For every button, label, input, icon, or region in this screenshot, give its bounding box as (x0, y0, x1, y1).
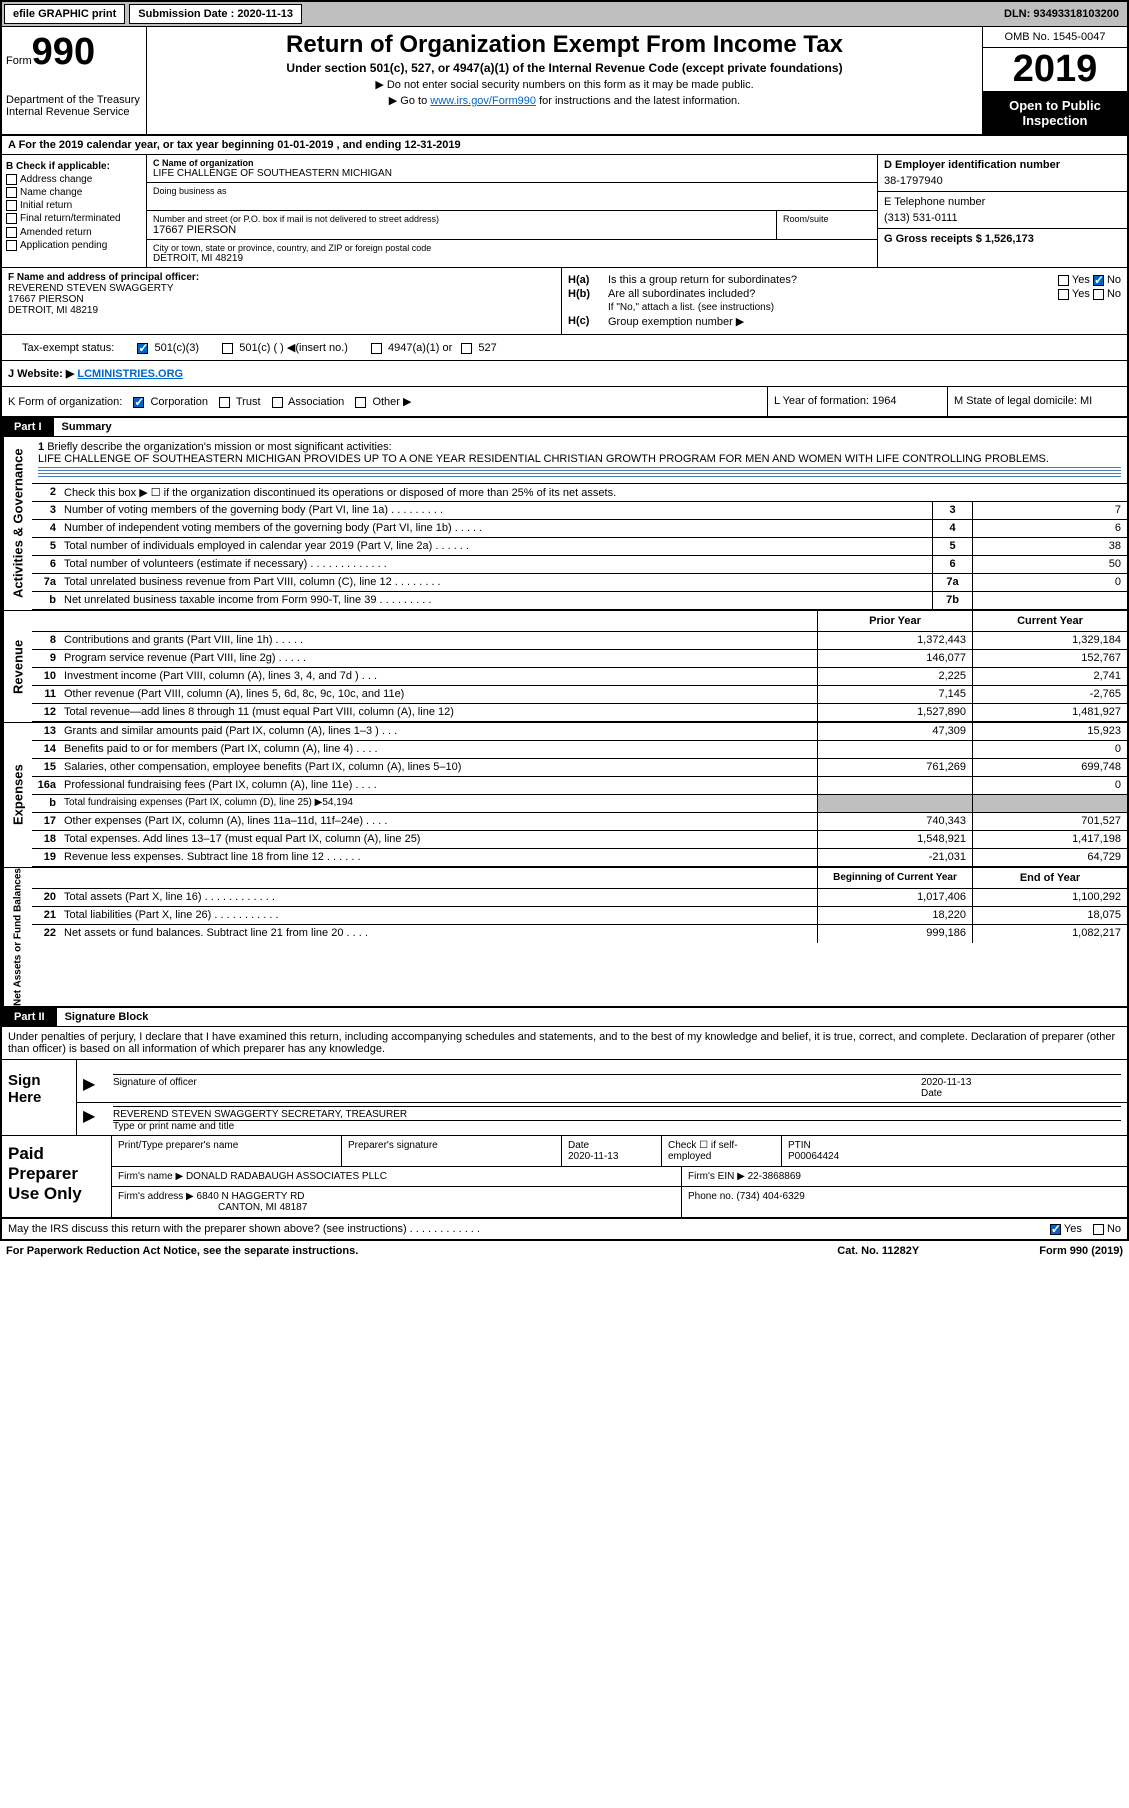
firm-name: DONALD RADABAUGH ASSOCIATES PLLC (186, 1171, 387, 1182)
street-address: 17667 PIERSON (153, 224, 770, 236)
part2-header: Part II (2, 1008, 57, 1026)
part2-header-row: Part II Signature Block (2, 1008, 1127, 1027)
part2-title: Signature Block (57, 1008, 157, 1026)
section-bcd: B Check if applicable: Address change Na… (2, 155, 1127, 268)
part1-header-row: Part I Summary (2, 418, 1127, 437)
sign-here-label: Sign Here (2, 1060, 77, 1135)
state-domicile: M State of legal domicile: MI (947, 387, 1127, 416)
footer: For Paperwork Reduction Act Notice, see … (0, 1241, 1129, 1261)
form-container: efile GRAPHIC print Submission Date : 20… (0, 0, 1129, 1241)
col-d: D Employer identification number 38-1797… (877, 155, 1127, 267)
dept-label: Department of the Treasury (6, 94, 142, 106)
irs-label: Internal Revenue Service (6, 106, 142, 118)
activities-section: Activities & Governance 1 Briefly descri… (2, 437, 1127, 610)
form-number: 990 (32, 31, 95, 73)
section-fh: F Name and address of principal officer:… (2, 268, 1127, 335)
city-state-zip: DETROIT, MI 48219 (153, 253, 871, 264)
paid-preparer-label: Paid Preparer Use Only (2, 1136, 112, 1217)
form-label: Form (6, 55, 32, 67)
header: Form990 Department of the Treasury Inter… (2, 27, 1127, 136)
paperwork-notice: For Paperwork Reduction Act Notice, see … (6, 1245, 837, 1257)
top-bar: efile GRAPHIC print Submission Date : 20… (2, 2, 1127, 27)
website-link[interactable]: LCMINISTRIES.ORG (77, 368, 183, 380)
part1-header: Part I (2, 418, 54, 436)
ein-value: 38-1797940 (884, 175, 1121, 187)
ptin-value: P00064424 (788, 1151, 839, 1162)
website-row: J Website: ▶ LCMINISTRIES.ORG (2, 361, 1127, 387)
row-k: K Form of organization: Corporation Trus… (2, 387, 1127, 418)
expenses-section: Expenses 13Grants and similar amounts pa… (2, 722, 1127, 867)
firm-address: 6840 N HAGGERTY RD (197, 1191, 305, 1202)
form-version: Form 990 (2019) (1039, 1245, 1123, 1257)
note-instructions: ▶ Go to www.irs.gov/Form990 for instruct… (155, 94, 974, 107)
efile-button[interactable]: efile GRAPHIC print (4, 4, 125, 24)
tax-year: 2019 (983, 48, 1127, 92)
mission-text: LIFE CHALLENGE OF SOUTHEASTERN MICHIGAN … (38, 453, 1121, 465)
netassets-label: Net Assets or Fund Balances (2, 868, 32, 1006)
tax-status-row: Tax-exempt status: 501(c)(3) 501(c) ( ) … (2, 335, 1127, 361)
officer-name: REVEREND STEVEN SWAGGERTY (8, 283, 555, 294)
cat-number: Cat. No. 11282Y (837, 1245, 919, 1257)
col-b: B Check if applicable: Address change Na… (2, 155, 147, 267)
discuss-row: May the IRS discuss this return with the… (2, 1219, 1127, 1239)
revenue-label: Revenue (2, 611, 32, 722)
open-public: Open to Public Inspection (983, 92, 1127, 134)
officer-print-name: REVEREND STEVEN SWAGGERTY SECRETARY, TRE… (113, 1109, 1121, 1120)
col-c: C Name of organization LIFE CHALLENGE OF… (147, 155, 877, 267)
prep-date: 2020-11-13 (568, 1151, 618, 1162)
form-subtitle: Under section 501(c), 527, or 4947(a)(1)… (155, 61, 974, 75)
part1-title: Summary (54, 418, 120, 436)
revenue-section: Revenue Prior YearCurrent Year 8Contribu… (2, 610, 1127, 722)
irs-link[interactable]: www.irs.gov/Form990 (430, 95, 536, 107)
expenses-label: Expenses (2, 723, 32, 867)
note-ssn: ▶ Do not enter social security numbers o… (155, 78, 974, 91)
row-a: A For the 2019 calendar year, or tax yea… (2, 136, 1127, 155)
year-formation: L Year of formation: 1964 (767, 387, 947, 416)
paid-preparer-block: Paid Preparer Use Only Print/Type prepar… (2, 1136, 1127, 1219)
sign-here-block: Sign Here ▶ Signature of officer 2020-11… (2, 1060, 1127, 1136)
dln-label: DLN: 93493318103200 (1004, 8, 1125, 20)
declaration: Under penalties of perjury, I declare th… (2, 1027, 1127, 1060)
sig-date-value: 2020-11-13 (921, 1077, 1121, 1088)
prep-phone: Phone no. (734) 404-6329 (682, 1187, 1127, 1217)
gross-receipts: G Gross receipts $ 1,526,173 (884, 233, 1121, 245)
form-title: Return of Organization Exempt From Incom… (155, 31, 974, 59)
phone-value: (313) 531-0111 (884, 212, 1121, 224)
activities-label: Activities & Governance (2, 437, 32, 610)
omb-number: OMB No. 1545-0047 (983, 27, 1127, 48)
netassets-section: Net Assets or Fund Balances Beginning of… (2, 867, 1127, 1008)
firm-ein: 22-3868869 (748, 1171, 801, 1182)
submission-date: Submission Date : 2020-11-13 (129, 4, 302, 24)
org-name: LIFE CHALLENGE OF SOUTHEASTERN MICHIGAN (153, 168, 871, 179)
